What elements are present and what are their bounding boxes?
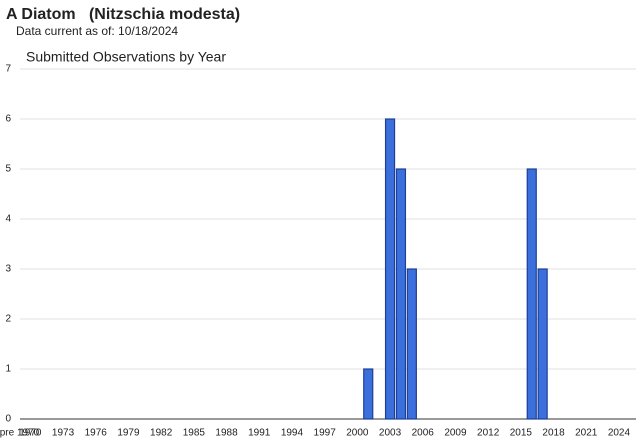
x-tick-label: 1973 xyxy=(52,428,75,439)
bar xyxy=(537,268,548,420)
x-tick-label: 1997 xyxy=(314,428,337,439)
y-tick-label: 5 xyxy=(5,164,11,175)
x-tick-label: pre 1970 xyxy=(0,428,40,439)
y-tick-label: 2 xyxy=(5,314,11,325)
x-tick-label: 1988 xyxy=(215,428,238,439)
bar xyxy=(363,368,374,420)
x-tick-label: 2024 xyxy=(608,428,631,439)
chart-title: Submitted Observations by Year xyxy=(26,49,226,65)
x-tick-label: 2003 xyxy=(379,428,402,439)
y-tick-label: 1 xyxy=(5,364,11,375)
x-tick-label: 1982 xyxy=(150,428,173,439)
subtitle: Data current as of: 10/18/2024 xyxy=(16,24,178,38)
y-tick-label: 4 xyxy=(5,214,11,225)
x-tick-label: 2018 xyxy=(542,428,565,439)
y-tick-label: 6 xyxy=(5,114,11,125)
x-tick-label: 2012 xyxy=(477,428,500,439)
x-tick-label: 1985 xyxy=(183,428,206,439)
bar xyxy=(526,168,537,420)
x-tick-label: 1970 xyxy=(19,428,42,439)
x-tick-label: 2006 xyxy=(412,428,435,439)
y-tick-label: 0 xyxy=(5,414,11,425)
x-tick-label: 1994 xyxy=(281,428,304,439)
y-tick-label: 7 xyxy=(5,64,11,75)
bar xyxy=(406,268,417,420)
page-title: A Diatom (Nitzschia modesta) xyxy=(6,6,240,23)
x-tick-label: 2000 xyxy=(346,428,369,439)
bar xyxy=(384,118,396,420)
x-tick-label: 1979 xyxy=(117,428,140,439)
x-tick-label: 1976 xyxy=(85,428,108,439)
x-tick-label: 2009 xyxy=(444,428,467,439)
x-tick-label: 2021 xyxy=(575,428,598,439)
x-tick-label: 1991 xyxy=(248,428,271,439)
bar xyxy=(395,168,407,420)
y-tick-label: 3 xyxy=(5,264,11,275)
x-tick-label: 2015 xyxy=(510,428,533,439)
